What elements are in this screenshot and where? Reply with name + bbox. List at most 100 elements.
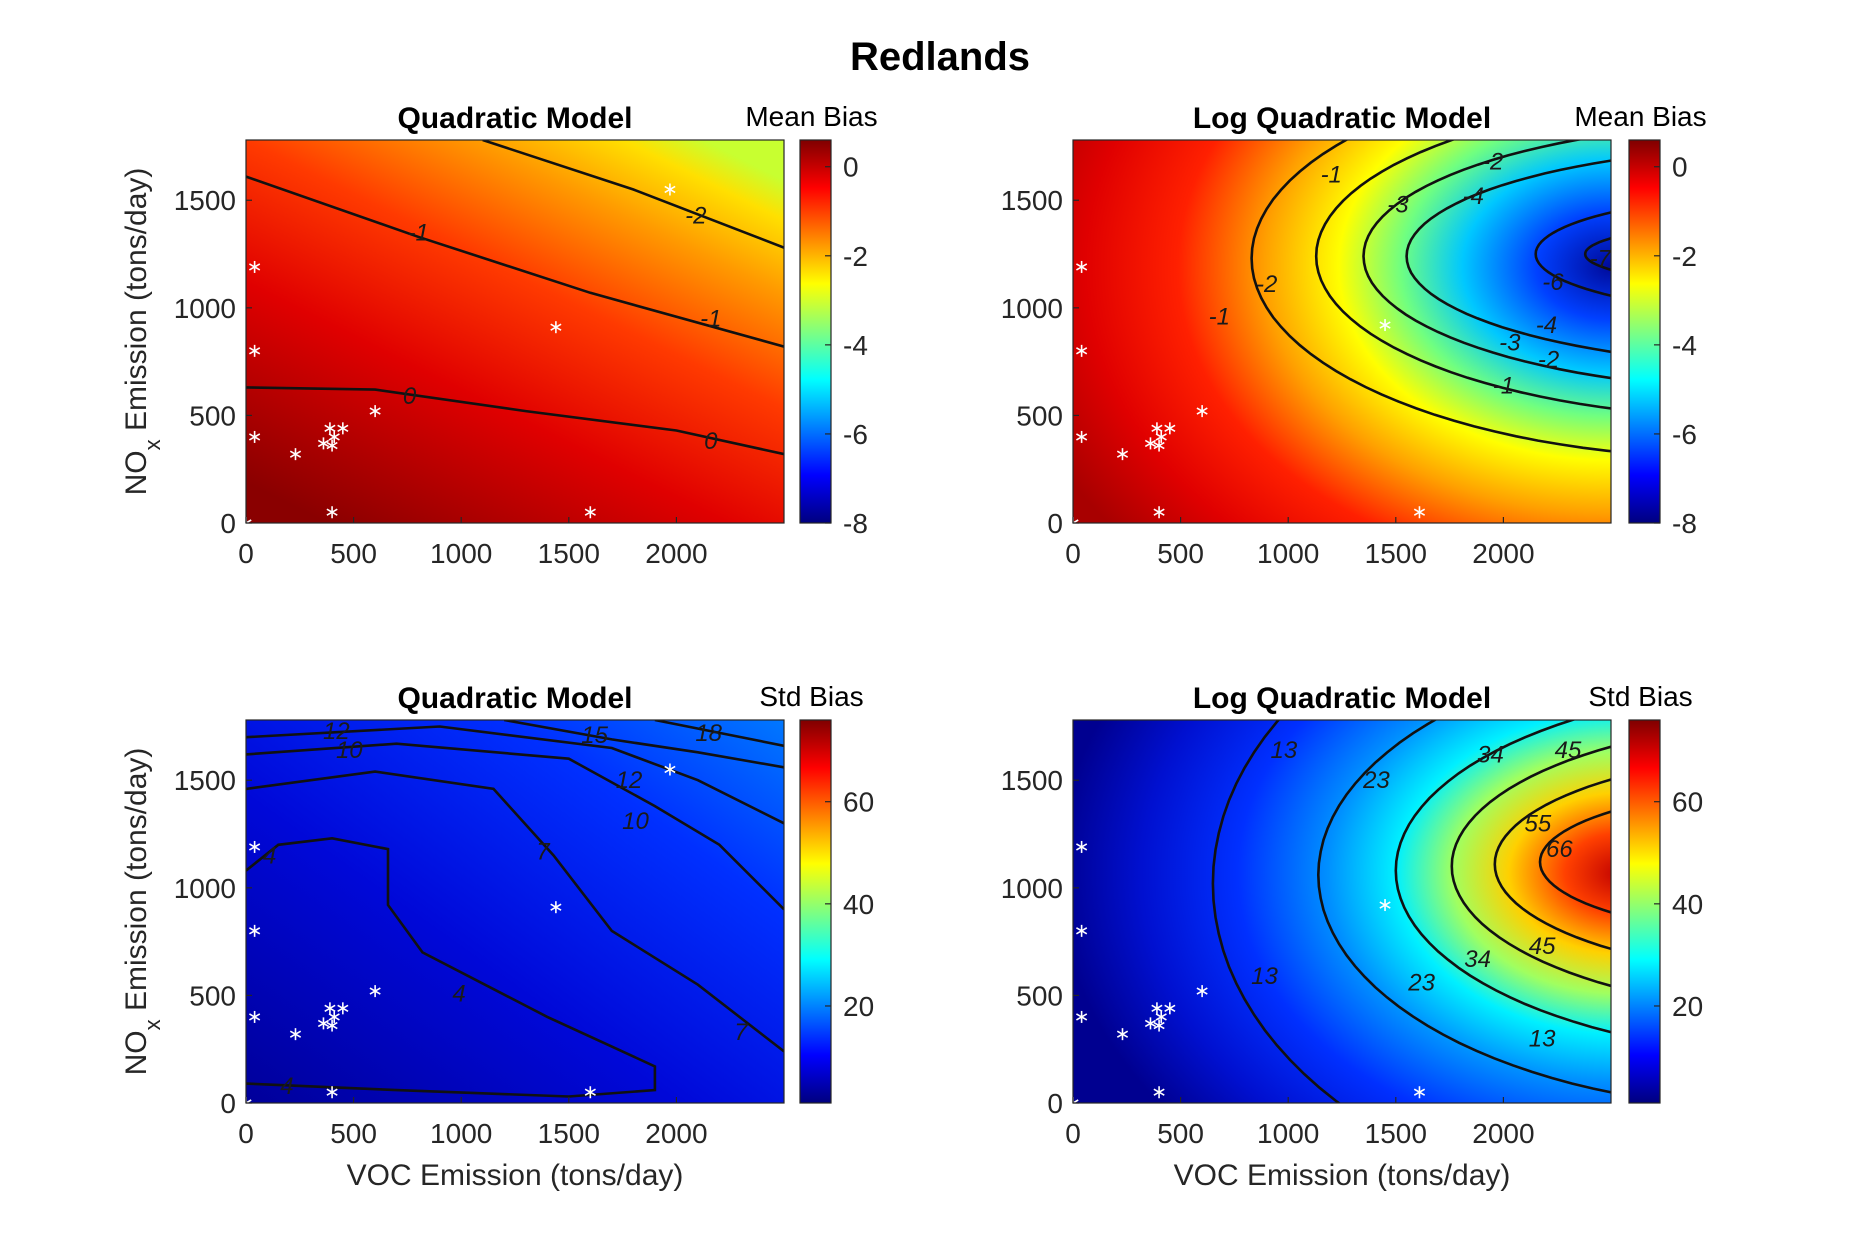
axes-frame: [1072, 719, 1612, 1104]
contour-label: 0: [403, 383, 417, 410]
observation-marker: [584, 506, 596, 519]
observation-marker: [249, 260, 261, 273]
heatmap-field: [246, 140, 784, 523]
figure-title: Redlands: [850, 35, 1030, 79]
contour-label: -3: [1387, 192, 1409, 219]
y-tick-label: 500: [189, 400, 236, 431]
observation-marker: [1076, 840, 1088, 853]
contour-line: [246, 770, 784, 1053]
y-tick-label: 1500: [174, 185, 236, 216]
contour-label: 23: [1362, 767, 1390, 794]
observation-marker: [550, 901, 562, 914]
observation-marker: [1076, 924, 1088, 937]
contour-label: 4: [263, 843, 276, 870]
observation-marker: [1164, 422, 1176, 435]
observation-marker: [1155, 430, 1167, 443]
subplot-title: Quadratic Model: [397, 682, 632, 715]
colorbar-tick-label: 20: [843, 991, 874, 1022]
observation-marker: [1413, 506, 1426, 519]
x-tick-label: 1000: [430, 538, 492, 569]
x-tick-label: 500: [330, 1118, 377, 1149]
contour-line: [1405, 159, 1611, 354]
contour-label: 10: [336, 737, 363, 764]
contour-label: -6: [1542, 269, 1564, 296]
observation-marker: [1144, 1017, 1157, 1030]
y-tick-label: 1500: [174, 765, 236, 796]
observation-marker: [337, 1002, 349, 1015]
contour-line: [246, 725, 784, 825]
observation-marker: [1151, 422, 1163, 435]
colorbar-tick-label: -4: [843, 330, 868, 361]
colorbar-tick-label: -6: [843, 419, 868, 450]
colorbar-gradient: [799, 139, 832, 524]
contour-label: -2: [1256, 271, 1277, 298]
subplot-title: Log Quadratic Model: [1193, 682, 1491, 715]
x-tick-label: 1500: [1365, 1118, 1427, 1149]
colorbar: -8 -6 -4 -2 0 Mean Bias: [745, 101, 877, 539]
observation-marker: [317, 1017, 330, 1030]
contour-label: -1: [1209, 303, 1230, 330]
contour-label: 66: [1546, 836, 1573, 863]
contour-line: [246, 386, 784, 456]
contour-line: [1534, 211, 1611, 298]
y-tick-label: 1000: [1001, 293, 1063, 324]
colorbar: 20 40 60 Std Bias: [1588, 681, 1703, 1104]
observation-marker: [1155, 1010, 1167, 1023]
heatmap-field: [1073, 140, 1611, 523]
observation-marker: [1413, 1086, 1426, 1099]
y-tick-label: 1000: [174, 873, 236, 904]
observation-marker: [1153, 1019, 1165, 1032]
contour-line: [246, 836, 657, 1098]
x-tick-label: 500: [1157, 538, 1204, 569]
observation-marker: [1196, 405, 1208, 418]
observation-marker: [369, 985, 381, 998]
x-tick-label: 1500: [538, 1118, 600, 1149]
y-tick-label: 1500: [1001, 765, 1063, 796]
y-tick-label: 500: [189, 980, 236, 1011]
colorbar-gradient: [1628, 139, 1661, 524]
observation-marker: [326, 439, 338, 452]
axes-frame: [245, 719, 785, 1104]
colorbar-tick-label: 0: [1672, 152, 1688, 183]
observation-marker: [1164, 1002, 1176, 1015]
contour-label: 34: [1477, 741, 1504, 768]
y-axis-label: NOx Emission (tons/day): [120, 168, 165, 496]
observation-marker: [249, 840, 261, 853]
observation-marker: [317, 437, 330, 450]
x-tick-label: 500: [330, 538, 377, 569]
contour-label: 55: [1524, 810, 1551, 837]
observation-marker: [249, 1010, 261, 1023]
observation-marker: [1151, 1002, 1163, 1015]
observation-marker: [1116, 1028, 1129, 1041]
observation-marker: [1116, 448, 1129, 461]
observation-marker: [324, 422, 336, 435]
observation-marker: [1153, 1086, 1165, 1099]
colorbar-title: Mean Bias: [745, 101, 877, 132]
colorbar-title: Mean Bias: [1574, 101, 1706, 132]
x-axis-label: VOC Emission (tons/day): [347, 1159, 684, 1192]
x-tick-label: 0: [1065, 538, 1081, 569]
contour-label: -7: [1590, 245, 1613, 272]
contour-line: [1211, 720, 1341, 1103]
contour-label: 4: [280, 1073, 293, 1100]
contour-label: -1: [1321, 161, 1342, 188]
contour-line: [654, 720, 784, 748]
observation-marker: [550, 321, 562, 334]
observation-marker: [1076, 1010, 1088, 1023]
colorbar-gradient: [1628, 719, 1661, 1104]
observation-marker: [1153, 506, 1165, 519]
observation-marker: [1076, 430, 1088, 443]
axes-frame: [1072, 139, 1612, 524]
contour-label: 13: [1251, 963, 1278, 990]
x-tick-label: 1000: [430, 1118, 492, 1149]
contour-line: [482, 140, 784, 249]
x-tick-label: 2000: [645, 538, 707, 569]
observation-marker: [1144, 437, 1157, 450]
y-tick-label: 1000: [174, 293, 236, 324]
colorbar-tick-label: -8: [843, 508, 868, 539]
contour-layer: 0 0 -1 -1 -2: [246, 140, 784, 523]
subplot-2: -1 -2 -3 -4 -7 -6 -2 -1 -4 -3 -2 -1 0 500 1000 1500 2000…: [1001, 101, 1707, 569]
heatmap-field: [1073, 720, 1611, 1103]
observation-marker: [289, 1028, 302, 1041]
contour-label: 23: [1407, 970, 1435, 997]
